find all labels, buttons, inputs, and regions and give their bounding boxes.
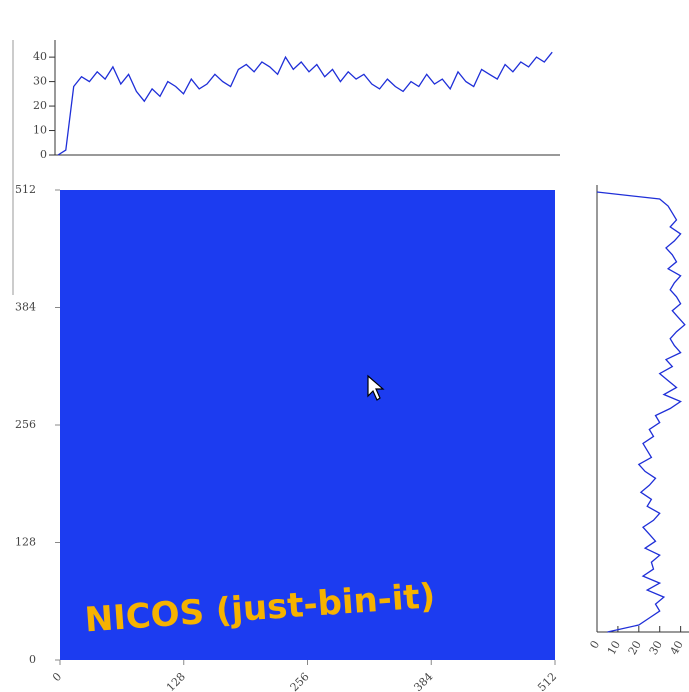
y-tick-label: 512: [15, 183, 36, 196]
mouse-cursor: [367, 374, 385, 401]
y-tick-label: 128: [15, 536, 36, 549]
profile-line: [57, 51, 553, 156]
x-tick-label: 10: [605, 639, 623, 658]
y-tick-label: 384: [15, 301, 36, 314]
y-tick-label: 10: [33, 124, 47, 137]
y-tick-label: 40: [33, 50, 47, 63]
x-tick-label: 40: [668, 639, 686, 658]
y-tick-label: 0: [40, 148, 47, 161]
y-tick-label: 20: [33, 99, 47, 112]
detector-image: [60, 190, 555, 660]
x-tick-label: 30: [647, 639, 665, 658]
y-tick-label: 0: [29, 653, 36, 666]
y-tick-label: 30: [33, 75, 47, 88]
y-tick-label: 256: [15, 418, 36, 431]
profile-line: [596, 191, 686, 633]
x-tick-label: 20: [626, 639, 644, 658]
